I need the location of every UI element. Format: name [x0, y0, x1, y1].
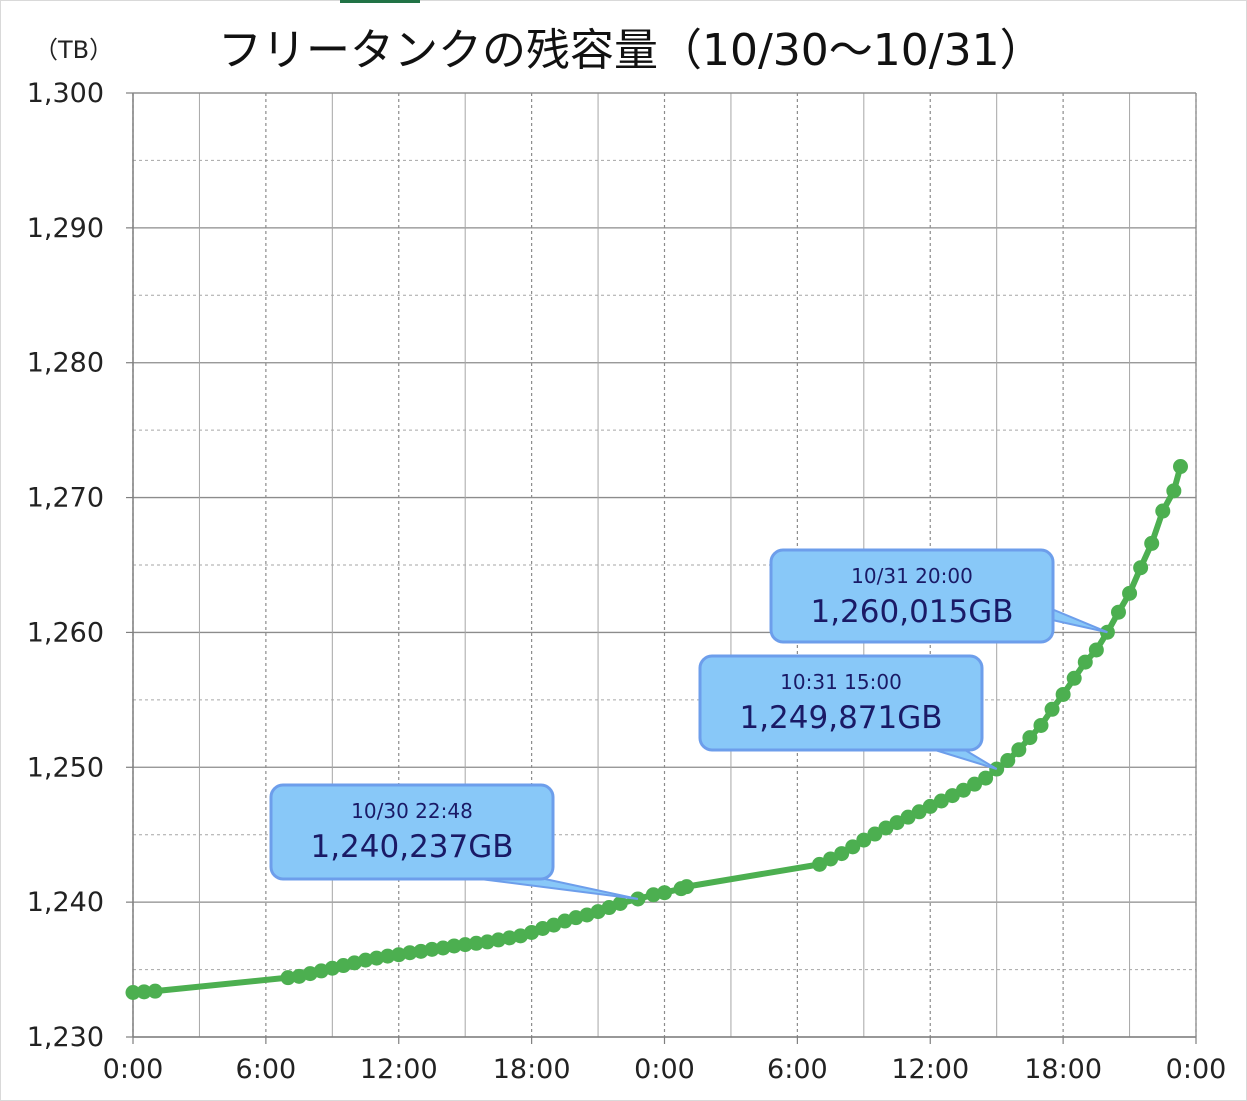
data-point: [900, 809, 916, 825]
data-point: [457, 937, 473, 953]
callout-value: 1,260,015GB: [810, 594, 1013, 630]
data-point: [1172, 459, 1188, 475]
callout-timestamp: 10/31 20:00: [851, 564, 973, 588]
data-point: [413, 943, 429, 959]
data-point: [612, 895, 628, 911]
data-point: [944, 788, 960, 804]
data-point: [380, 948, 396, 964]
gridlines: [132, 92, 1197, 1038]
data-point: [391, 947, 407, 963]
data-point: [955, 782, 971, 798]
data-point: [1011, 742, 1027, 758]
callout-layer: 10/30 22:48 1,240,237GB 10:31 15:00 1,249,8…: [269, 548, 1108, 900]
data-callout: 10/31 20:00 1,260,015GB: [769, 548, 1108, 644]
callout-value: 1,240,237GB: [310, 829, 513, 865]
data-point: [1055, 686, 1071, 702]
y-tick-label: 1,270: [27, 483, 104, 514]
callout-timestamp: 10/30 22:48: [351, 799, 473, 823]
data-point: [933, 793, 949, 809]
x-tick-label: 0:00: [1166, 1054, 1227, 1085]
data-callout: 10/30 22:48 1,240,237GB: [269, 783, 639, 900]
x-tick-label: 18:00: [1024, 1054, 1102, 1085]
data-point: [1022, 730, 1038, 746]
callout-value: 1,249,871GB: [739, 700, 942, 736]
x-tick-label: 6:00: [236, 1054, 297, 1085]
data-point: [479, 934, 495, 950]
callout-seam: [1032, 600, 1050, 620]
data-point: [922, 798, 938, 814]
data-point: [679, 879, 695, 895]
data-point: [967, 776, 983, 792]
data-point: [358, 952, 374, 968]
data-point: [402, 945, 418, 961]
data-point: [889, 815, 905, 831]
callout-seam: [482, 871, 543, 877]
callout-box: [769, 548, 1055, 644]
y-tick-label: 1,300: [27, 78, 104, 109]
data-point: [369, 950, 385, 966]
data-point: [856, 832, 872, 848]
y-tick-label: 1,230: [27, 1022, 104, 1053]
data-point: [490, 932, 506, 948]
series-line: [130, 463, 1184, 996]
data-point: [468, 935, 484, 951]
callout-box: [269, 783, 555, 881]
data-point: [911, 804, 927, 820]
callout-seam: [937, 742, 963, 748]
callout-pointer: [934, 749, 998, 770]
data-point: [1155, 503, 1171, 519]
data-point: [978, 770, 994, 786]
y-tick-label: 1,240: [27, 887, 104, 918]
data-point: [435, 940, 451, 956]
data-point: [1000, 753, 1016, 769]
data-point: [125, 984, 141, 1000]
data-point: [424, 941, 440, 957]
data-point: [501, 930, 517, 946]
data-point: [1133, 560, 1149, 576]
x-tick-label: 0:00: [103, 1054, 164, 1085]
data-callout: 10:31 15:00 1,249,871GB: [698, 654, 998, 770]
window-accent-bar: [340, 0, 420, 3]
callout-box: [698, 654, 984, 752]
callout-pointer: [479, 878, 639, 900]
data-point: [1033, 717, 1049, 733]
data-point: [446, 938, 462, 954]
x-tick-label: 0:00: [634, 1054, 695, 1085]
data-point: [147, 983, 163, 999]
x-tick-label: 12:00: [360, 1054, 438, 1085]
data-point: [812, 856, 828, 872]
tick-labels: 1,230 1,240 1,250 1,260 1,270 1,280 1,290 1,300…: [27, 78, 1227, 1085]
data-point: [1122, 585, 1138, 601]
data-point: [136, 984, 152, 1000]
data-point: [1166, 483, 1182, 499]
x-tick-label: 6:00: [767, 1054, 828, 1085]
y-tick-label: 1,250: [27, 752, 104, 783]
data-point: [280, 970, 296, 986]
data-point: [1088, 642, 1104, 658]
data-point: [1110, 604, 1126, 620]
data-point: [1066, 670, 1082, 686]
data-point: [645, 887, 661, 903]
data-point: [1144, 535, 1160, 551]
axes: [126, 92, 1197, 1044]
y-tick-label: 1,290: [27, 213, 104, 244]
data-point: [823, 851, 839, 867]
y-tick-label: 1,260: [27, 617, 104, 648]
x-tick-label: 12:00: [891, 1054, 969, 1085]
chart-title: フリータンクの残容量（10/30〜10/31）: [218, 25, 1044, 76]
y-tick-label: 1,280: [27, 348, 104, 379]
series-layer: [125, 459, 1188, 1000]
callout-timestamp: 10:31 15:00: [780, 670, 902, 694]
data-point: [834, 846, 850, 862]
data-point: [657, 885, 672, 901]
y-axis-unit-label: （TB）: [34, 36, 114, 64]
data-point: [878, 820, 894, 836]
data-point: [1077, 654, 1093, 670]
data-point: [845, 839, 861, 855]
data-point: [1044, 701, 1060, 717]
data-point: [867, 826, 883, 842]
x-tick-label: 18:00: [493, 1054, 571, 1085]
